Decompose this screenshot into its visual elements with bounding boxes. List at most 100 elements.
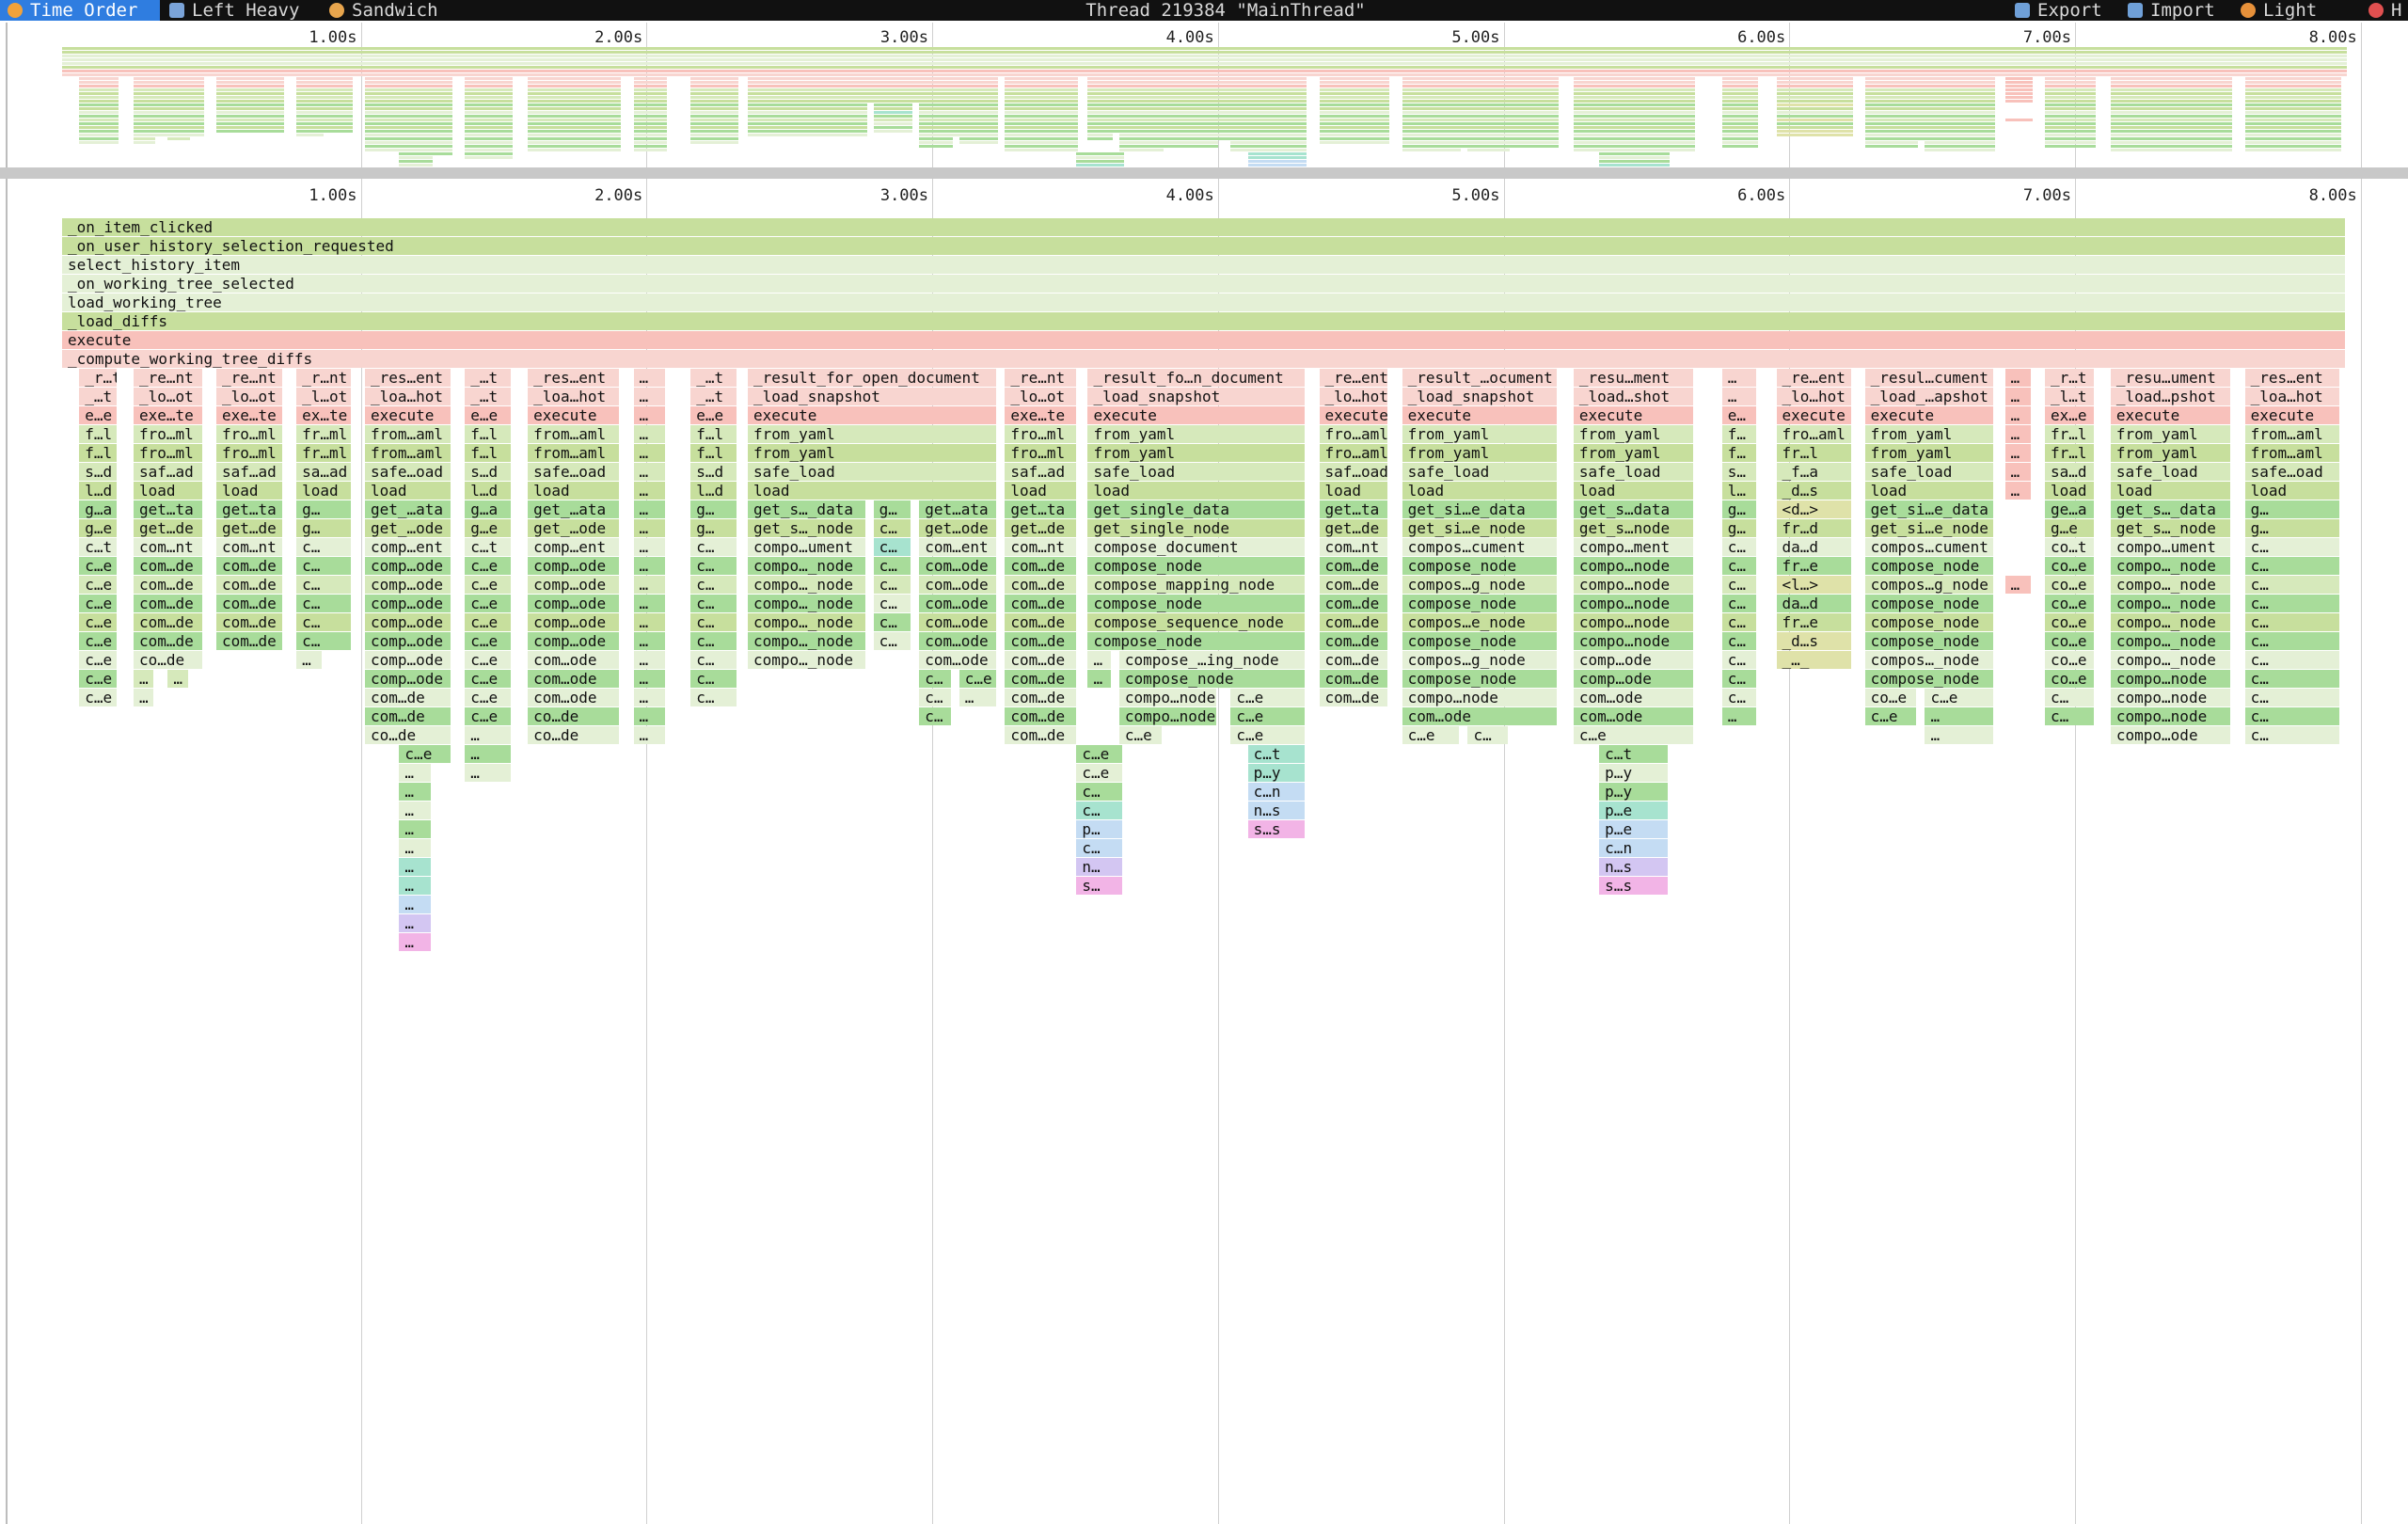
flame-frame[interactable]: c…	[873, 557, 912, 575]
flame-frame[interactable]: s…s	[1599, 877, 1670, 895]
flame-frame[interactable]: execute	[364, 406, 452, 424]
flame-frame[interactable]: get_…ode	[364, 519, 452, 537]
flame-frame[interactable]: f…l	[79, 444, 118, 462]
flame-frame[interactable]: c…e	[465, 689, 512, 706]
flame-frame[interactable]: comp…ent	[528, 538, 621, 556]
flame-frame[interactable]: safe_load	[748, 463, 998, 481]
flame-frame[interactable]: saf…oad	[1319, 463, 1389, 481]
flame-frame[interactable]: compo…_node	[748, 651, 866, 669]
flame-frame[interactable]: comp…ode	[528, 576, 621, 594]
flame-frame[interactable]: …	[633, 444, 666, 462]
flame-frame[interactable]: get…ode	[919, 519, 998, 537]
flame-frame[interactable]: _load_snapshot	[1087, 388, 1307, 405]
flame-frame[interactable]: compos…g_node	[1402, 651, 1558, 669]
flame-frame[interactable]: fro…ml	[133, 444, 203, 462]
flame-frame[interactable]: comp…ode	[364, 670, 452, 688]
flame-frame[interactable]: p…e	[1599, 820, 1670, 838]
flame-frame[interactable]: _res…ent	[2244, 369, 2340, 387]
flame-frame[interactable]: compose_node	[1402, 557, 1558, 575]
flame-frame[interactable]: g…	[1721, 500, 1758, 518]
flame-frame[interactable]: _result_fo…n_document	[1087, 369, 1307, 387]
flame-frame[interactable]: f…l	[465, 444, 512, 462]
export-button[interactable]: Export	[2007, 0, 2120, 21]
flame-frame[interactable]: …	[633, 689, 666, 706]
flame-frame[interactable]: c…e	[465, 595, 512, 612]
flame-frame[interactable]: …	[2004, 444, 2032, 462]
flame-frame[interactable]: <l…>	[1776, 576, 1852, 594]
flame-frame[interactable]: c…e	[1230, 726, 1307, 744]
flame-frame[interactable]: …	[2004, 482, 2032, 500]
flame-frame[interactable]: c…	[690, 595, 737, 612]
flame-frame[interactable]: co…e	[2045, 595, 2095, 612]
flame-frame[interactable]: comp…ode	[528, 632, 621, 650]
flame-frame[interactable]: compo…node	[1118, 689, 1218, 706]
flame-frame[interactable]: fro…ml	[216, 425, 283, 443]
flame-frame[interactable]: comp…ode	[364, 576, 452, 594]
flame-frame[interactable]: p…y	[1599, 783, 1670, 801]
flame-frame[interactable]: com…de	[1005, 707, 1078, 725]
flame-frame[interactable]: c…	[296, 557, 352, 575]
flame-frame[interactable]: sa…ad	[296, 463, 352, 481]
flame-frame[interactable]: comp…ode	[1573, 651, 1695, 669]
flame-frame[interactable]: get…ta	[1319, 500, 1389, 518]
flame-frame[interactable]: get…de	[216, 519, 283, 537]
flame-frame[interactable]: fro…aml	[1319, 444, 1389, 462]
flame-frame[interactable]: com…de	[216, 613, 283, 631]
flame-frame[interactable]: …	[2004, 369, 2032, 387]
flame-frame[interactable]: e…	[1721, 406, 1758, 424]
flame-frame[interactable]: …	[633, 576, 666, 594]
flame-frame[interactable]: safe…oad	[2244, 463, 2340, 481]
flame-frame[interactable]: c…	[690, 576, 737, 594]
flame-frame[interactable]: c…	[1721, 538, 1758, 556]
flame-frame[interactable]: from_yaml	[1402, 444, 1558, 462]
time-order-button[interactable]: Time Order	[0, 0, 160, 21]
flame-frame[interactable]: da…d	[1776, 595, 1852, 612]
flame-frame[interactable]: get_single_node	[1087, 519, 1307, 537]
flame-frame[interactable]: _compute_working_tree_diffs	[62, 350, 2346, 368]
flame-frame[interactable]: c…	[2244, 557, 2340, 575]
flame-frame[interactable]: c…e	[1573, 726, 1695, 744]
flame-frame[interactable]: com…nt	[1319, 538, 1389, 556]
flame-frame[interactable]: _lo…ot	[133, 388, 203, 405]
flame-frame[interactable]: from…aml	[364, 444, 452, 462]
flame-frame[interactable]: get…ta	[133, 500, 203, 518]
flame-frame[interactable]: c…	[919, 689, 952, 706]
flame-frame[interactable]: c…	[873, 595, 912, 612]
flame-frame[interactable]: …	[633, 406, 666, 424]
flame-frame[interactable]: from…aml	[2244, 444, 2340, 462]
flame-frame[interactable]: …	[133, 689, 155, 706]
flame-frame[interactable]: c…	[2244, 689, 2340, 706]
flame-frame[interactable]: _resu…ment	[1573, 369, 1695, 387]
flame-frame[interactable]: compo…_node	[2110, 632, 2232, 650]
flame-frame[interactable]: compo…_node	[2110, 651, 2232, 669]
flame-frame[interactable]: c…	[296, 538, 352, 556]
flame-frame[interactable]: from_yaml	[748, 425, 998, 443]
flame-frame[interactable]: …	[633, 425, 666, 443]
flame-frame[interactable]: _load…shot	[1573, 388, 1695, 405]
flame-frame[interactable]: …	[399, 914, 432, 932]
flame-frame[interactable]: …	[2004, 406, 2032, 424]
flame-frame[interactable]: co…e	[2045, 651, 2095, 669]
flame-frame[interactable]: …	[399, 820, 432, 838]
flame-frame[interactable]: e…e	[465, 406, 512, 424]
flame-frame[interactable]: c…t	[1599, 745, 1670, 763]
flame-frame[interactable]: load	[748, 482, 998, 500]
flame-frame[interactable]: compo…_node	[748, 557, 866, 575]
flame-frame[interactable]: comp…ode	[364, 632, 452, 650]
flame-frame[interactable]: exe…te	[1005, 406, 1078, 424]
flame-frame[interactable]: co…e	[2045, 632, 2095, 650]
flame-frame[interactable]: compose_node	[1864, 613, 1995, 631]
flame-frame[interactable]: …	[633, 613, 666, 631]
flame-frame[interactable]: com…de	[133, 595, 203, 612]
flame-frame[interactable]: get_…ata	[528, 500, 621, 518]
flame-frame[interactable]: execute	[1776, 406, 1852, 424]
flame-frame[interactable]: _result_for_open_document	[748, 369, 998, 387]
flame-frame[interactable]: load	[1573, 482, 1695, 500]
flame-frame[interactable]: fr…l	[2045, 444, 2095, 462]
flame-frame[interactable]: exe…te	[133, 406, 203, 424]
flame-frame[interactable]: _re…nt	[216, 369, 283, 387]
flame-frame[interactable]: c…	[1721, 632, 1758, 650]
flame-frame[interactable]: compose_node	[1864, 595, 1995, 612]
flame-frame[interactable]: c…	[2045, 689, 2095, 706]
flame-frame[interactable]: compo…ment	[1573, 538, 1695, 556]
